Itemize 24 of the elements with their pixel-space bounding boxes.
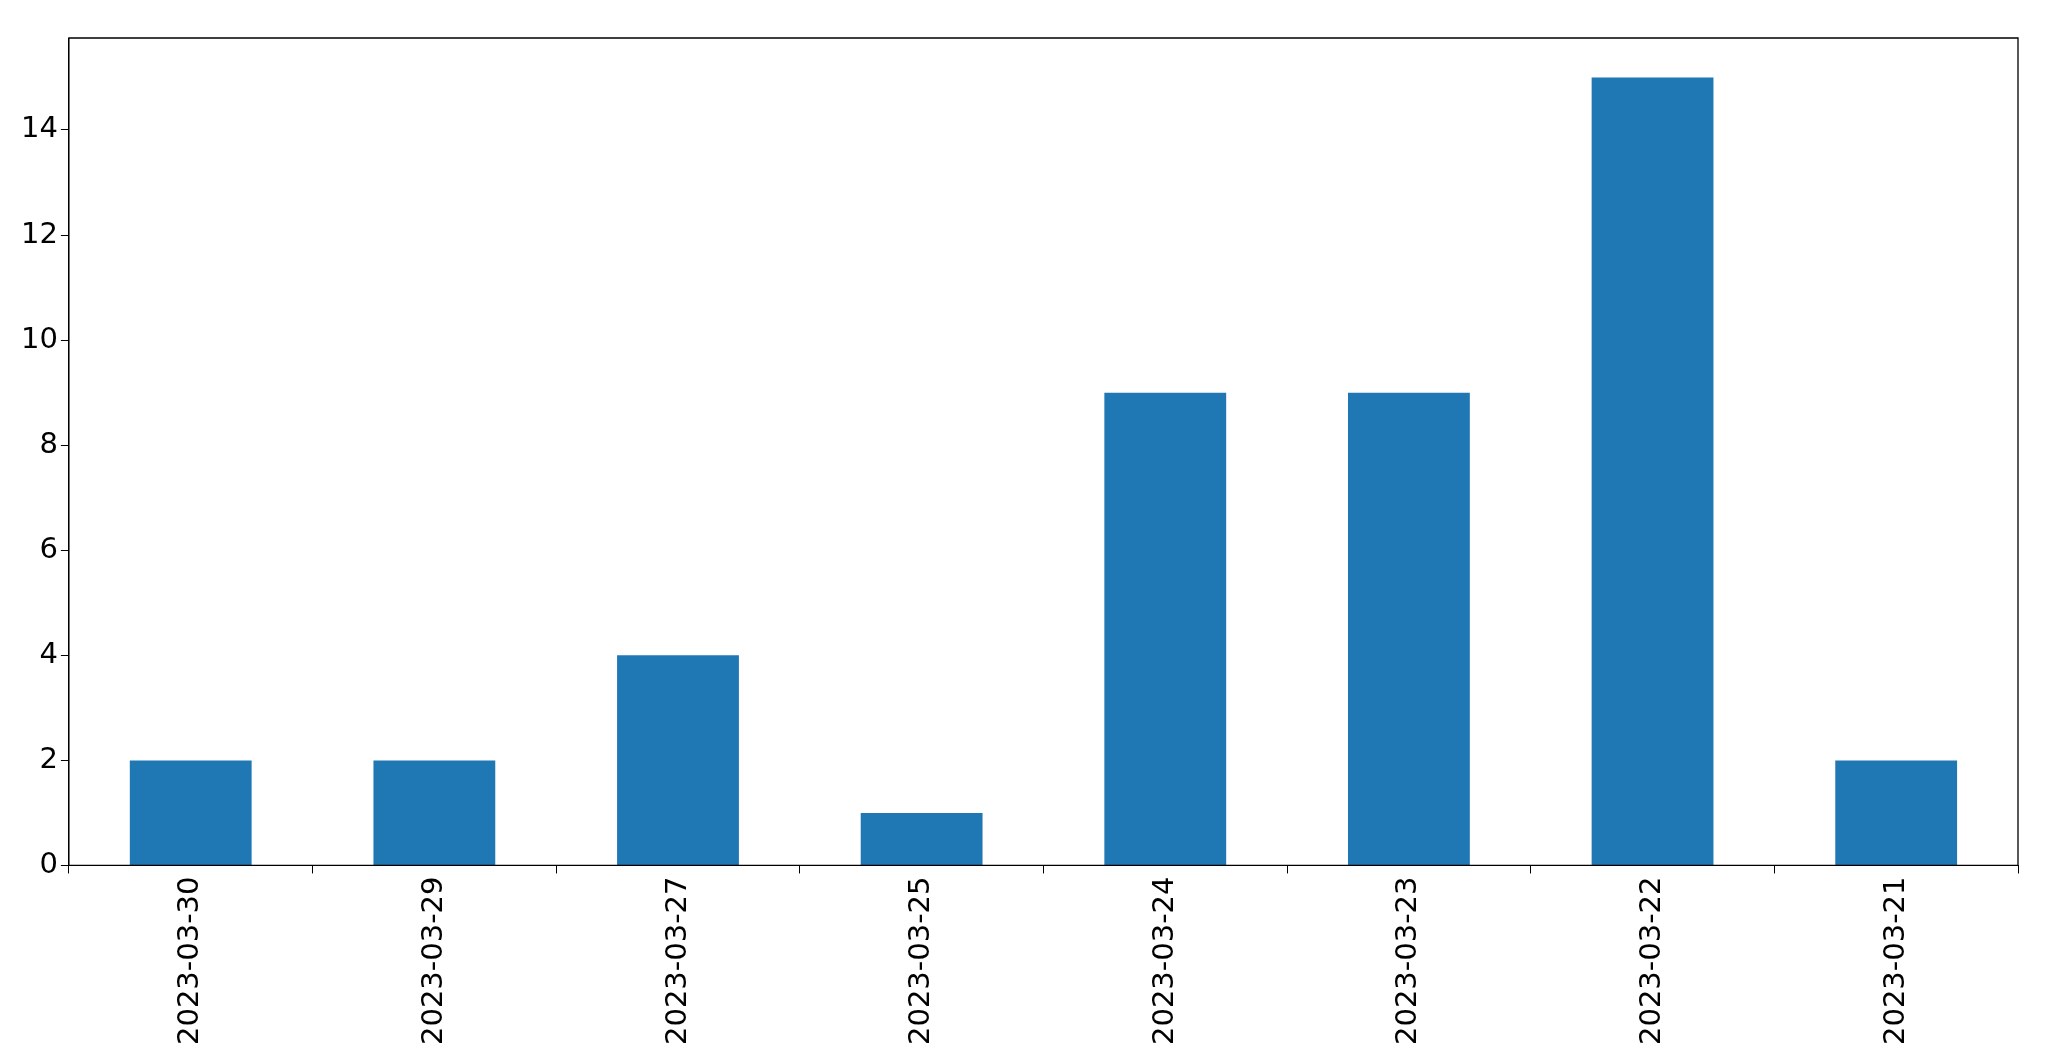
bar: [129, 760, 252, 865]
bar: [1591, 77, 1714, 865]
bar: [373, 760, 496, 865]
y-tick-label: 6: [39, 530, 58, 565]
x-tick-label: 2023-03-25: [902, 876, 937, 1046]
y-tick-label: 4: [39, 635, 58, 670]
x-tick-label: 2023-03-29: [414, 876, 449, 1046]
x-tick-label: 2023-03-21: [1876, 876, 1911, 1046]
bar: [1348, 392, 1470, 865]
bar: [1104, 392, 1227, 865]
y-tick-label: 2: [39, 740, 58, 775]
bar: [1835, 760, 1958, 865]
bar: [617, 655, 739, 865]
y-tick-label: 12: [21, 215, 58, 250]
x-tick-label: 2023-03-23: [1389, 876, 1424, 1046]
y-tick-label: 8: [39, 425, 58, 460]
x-tick-label: 2023-03-27: [658, 876, 693, 1046]
x-tick-label: 2023-03-22: [1633, 876, 1668, 1046]
y-tick-label: 0: [39, 846, 58, 880]
y-tick-label: 14: [21, 110, 58, 145]
bar: [860, 812, 983, 865]
y-tick-label: 10: [21, 320, 58, 355]
x-tick-label: 2023-03-30: [171, 876, 206, 1046]
x-tick-label: 2023-03-24: [1145, 876, 1180, 1046]
